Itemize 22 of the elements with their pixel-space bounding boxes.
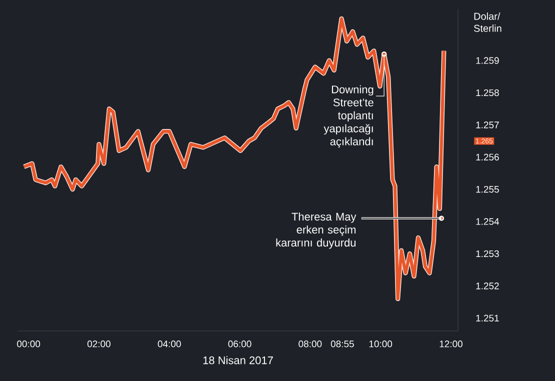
x-tick-label: 04:00 bbox=[158, 340, 181, 348]
x-axis-title: 18 Nisan 2017 bbox=[203, 356, 273, 364]
annotation: Downing Street’te toplantı yapılacağı açıklandı bbox=[324, 85, 374, 148]
x-tick-label: 06:00 bbox=[228, 340, 252, 348]
x-tick-label: 08:55 bbox=[330, 340, 354, 348]
y-tick-label: 1.251 bbox=[476, 314, 499, 322]
x-tick-label: 00:00 bbox=[17, 340, 40, 348]
y-tick-label: 1.256 bbox=[476, 154, 499, 160]
y-tick-label: 1.257 bbox=[476, 122, 499, 128]
y-tick-label: 1.252 bbox=[476, 282, 499, 290]
y-tick-label: 1.253 bbox=[476, 250, 499, 258]
y-tick-label: 1.254 bbox=[476, 218, 500, 225]
x-tick-label: 12:00 bbox=[440, 340, 462, 348]
y-tick-label: 1.255 bbox=[476, 186, 499, 193]
line-series bbox=[22, 16, 446, 302]
y-tick-label: 1.259 bbox=[476, 57, 499, 64]
y-axis-title: Dolar/ Sterlin bbox=[474, 12, 502, 32]
x-tick-label: 10:00 bbox=[369, 340, 392, 348]
x-tick-label: 02:00 bbox=[87, 340, 110, 348]
annotation: Theresa May erken seçim kararını duyurdu bbox=[276, 212, 356, 249]
x-tick-label: 08:00 bbox=[298, 340, 322, 348]
y-tick-label: 1.258 bbox=[476, 89, 499, 96]
